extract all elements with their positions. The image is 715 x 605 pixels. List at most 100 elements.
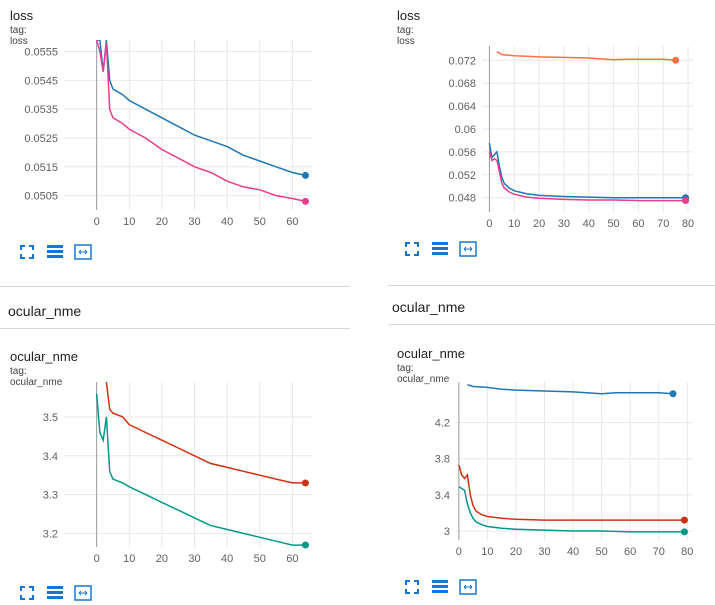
chart-toolbar xyxy=(18,584,92,602)
x-tick-label: 60 xyxy=(632,218,644,230)
series-line-pink[interactable] xyxy=(95,40,306,203)
loss-chart-left[interactable]: 0 10 20 30 40 50 60 0.0505 0.0515 0.0525 0.0535 0.0… xyxy=(0,40,320,240)
y-tick-label: 3.4 xyxy=(435,490,450,502)
series-line-pink[interactable] xyxy=(488,151,686,202)
series-line-teal[interactable] xyxy=(458,486,685,533)
series-endpoint-red[interactable] xyxy=(301,479,309,487)
chart-toolbar xyxy=(18,243,92,261)
plot-area: 0 10 20 30 40 50 60 70 80 0.048 0.052 0.056 0.06 0.06… xyxy=(448,46,694,230)
y-tick-label: 3.3 xyxy=(43,490,58,502)
plot-area: 0 10 20 30 40 50 60 3.2 3.3 3.4 3.5 xyxy=(43,382,312,565)
data-table-icon[interactable] xyxy=(431,578,449,596)
x-tick-label: 20 xyxy=(156,216,168,228)
y-tick-label: 0.0555 xyxy=(24,47,58,59)
chart-title: ocular_nme xyxy=(10,349,78,364)
x-tick-label: 10 xyxy=(481,546,493,558)
y-tick-label: 3.8 xyxy=(435,454,450,466)
y-tick-label: 3.5 xyxy=(43,412,58,424)
fit-domain-icon[interactable] xyxy=(74,243,92,261)
x-tick-label: 50 xyxy=(254,553,266,565)
plot-area: 0 10 20 30 40 50 60 0.0505 0.0515 0.0525 0.0535 0.0… xyxy=(24,40,312,228)
y-tick-label: 0.0545 xyxy=(24,75,58,87)
x-tick-label: 40 xyxy=(567,546,579,558)
plot-area: 0 10 20 30 40 50 60 70 80 3 3.4 3.8 4.2 xyxy=(435,382,693,558)
series-endpoint-teal[interactable] xyxy=(301,541,309,549)
data-table-icon[interactable] xyxy=(46,243,64,261)
series-line-blue[interactable] xyxy=(467,383,674,395)
x-tick-label: 30 xyxy=(558,218,570,230)
series-endpoint-blue[interactable] xyxy=(301,171,309,179)
x-tick-label: 80 xyxy=(682,218,694,230)
x-tick-label: 20 xyxy=(156,553,168,565)
section-header-ocular-nme[interactable]: ocular_nme xyxy=(392,299,466,315)
y-tick-label: 0.0525 xyxy=(24,133,58,145)
series-endpoint-pink[interactable] xyxy=(301,197,309,205)
x-tick-label: 40 xyxy=(221,553,233,565)
series-endpoint-red[interactable] xyxy=(680,516,688,524)
ocular-nme-chart-left[interactable]: 0 10 20 30 40 50 60 3.2 3.3 3.4 3.5 xyxy=(0,382,320,582)
fullscreen-icon[interactable] xyxy=(403,240,421,258)
y-tick-label: 3 xyxy=(444,526,450,538)
y-tick-label: 0.068 xyxy=(448,78,476,90)
x-tick-label: 50 xyxy=(254,216,266,228)
chart-tag: tag: ocular_nme xyxy=(10,366,63,388)
x-tick-label: 10 xyxy=(123,553,135,565)
fit-domain-icon[interactable] xyxy=(459,240,477,258)
y-tick-label: 4.2 xyxy=(435,418,450,430)
x-tick-label: 20 xyxy=(533,218,545,230)
fullscreen-icon[interactable] xyxy=(403,578,421,596)
series-line-blue[interactable] xyxy=(96,40,306,177)
series-endpoint-pink[interactable] xyxy=(682,197,690,205)
fit-domain-icon[interactable] xyxy=(459,578,477,596)
y-tick-label: 0.064 xyxy=(448,101,476,113)
fullscreen-icon[interactable] xyxy=(18,243,36,261)
x-tick-label: 30 xyxy=(538,546,550,558)
x-tick-label: 10 xyxy=(508,218,520,230)
fullscreen-icon[interactable] xyxy=(18,584,36,602)
chart-tag: tag: loss xyxy=(397,25,415,47)
section-divider xyxy=(388,285,715,286)
y-tick-label: 0.0505 xyxy=(24,191,58,203)
y-tick-label: 0.06 xyxy=(455,124,476,136)
ocular-nme-chart-right[interactable]: 0 10 20 30 40 50 60 70 80 3 3.4 3.8 4.2 xyxy=(388,380,715,575)
x-tick-label: 60 xyxy=(624,546,636,558)
y-tick-label: 0.052 xyxy=(448,170,476,182)
section-header-ocular-nme[interactable]: ocular_nme xyxy=(8,303,82,319)
chart-toolbar xyxy=(403,578,477,596)
data-table-icon[interactable] xyxy=(431,240,449,258)
series-endpoint-blue[interactable] xyxy=(669,390,677,398)
data-table-icon[interactable] xyxy=(46,584,64,602)
x-tick-label: 0 xyxy=(94,216,100,228)
series-line-orange[interactable] xyxy=(496,51,676,62)
chart-tag: tag: loss xyxy=(10,25,28,47)
x-tick-label: 50 xyxy=(607,218,619,230)
chart-tag: tag: ocular_nme xyxy=(397,363,450,385)
y-tick-label: 0.072 xyxy=(448,55,476,67)
x-tick-label: 30 xyxy=(188,553,200,565)
series-line-blue[interactable] xyxy=(488,143,686,199)
series-line-red[interactable] xyxy=(458,464,685,521)
chart-title: loss xyxy=(397,8,421,23)
x-tick-label: 80 xyxy=(681,546,693,558)
x-tick-label: 40 xyxy=(221,216,233,228)
chart-toolbar xyxy=(403,240,477,258)
series-line-teal[interactable] xyxy=(95,393,306,546)
x-tick-label: 0 xyxy=(456,546,462,558)
section-divider xyxy=(0,286,350,287)
fit-domain-icon[interactable] xyxy=(74,584,92,602)
section-divider xyxy=(0,328,350,329)
y-tick-label: 0.0515 xyxy=(24,162,58,174)
y-tick-label: 3.2 xyxy=(43,528,58,540)
y-tick-label: 0.0535 xyxy=(24,104,58,116)
series-endpoint-teal[interactable] xyxy=(680,528,688,536)
series-endpoint-orange[interactable] xyxy=(672,56,680,64)
x-tick-label: 40 xyxy=(583,218,595,230)
x-tick-label: 30 xyxy=(188,216,200,228)
x-tick-label: 60 xyxy=(286,553,298,565)
x-tick-label: 0 xyxy=(486,218,492,230)
series-line-red[interactable] xyxy=(105,382,306,484)
loss-chart-right[interactable]: 0 10 20 30 40 50 60 70 80 0.048 0.052 0.056 0.06 0.06… xyxy=(388,40,715,240)
x-tick-label: 60 xyxy=(286,216,298,228)
x-tick-label: 70 xyxy=(653,546,665,558)
x-tick-label: 50 xyxy=(596,546,608,558)
